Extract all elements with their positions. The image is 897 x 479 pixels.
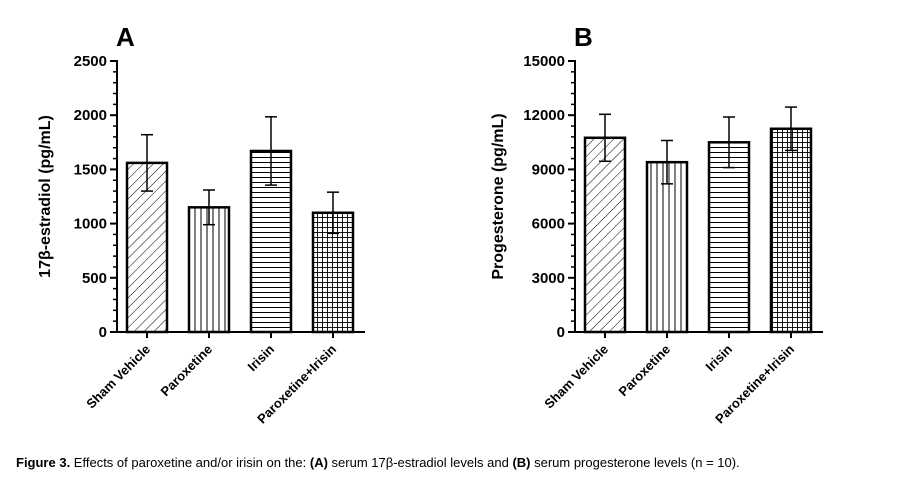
panel-a-tick-label: 1000 [74,216,107,233]
panel-b-letter: B [574,22,593,52]
panel-b-tick-label: 12000 [523,107,565,124]
figure-caption: Figure 3. Effects of paroxetine and/or i… [16,455,740,470]
panel-a-category-label: Paroxetine [158,342,216,400]
panel-a-y-axis-label: 17β-estradiol (pg/mL) [37,115,54,278]
caption-text-2: serum 17β-estradiol levels and [327,455,513,470]
caption-text-1: Effects of paroxetine and/or irisin on t… [70,455,310,470]
panel-b-bar [707,141,751,334]
caption-figure-label: Figure 3. [16,455,71,470]
panel-a-letter: A [116,22,135,52]
panel-b-bar [645,160,689,334]
panel-b-tick-label: 0 [557,324,565,341]
panel-a-category-label: Sham Vehicle [83,342,153,412]
panel-b-bar [769,127,813,334]
panel-b: B Progesterone (pg/mL) 0 3000 6000 9000 12000 1… [490,22,823,426]
panel-b-tick-label: 6000 [532,216,565,233]
caption-text-3: serum progesterone levels (n = 10). [530,455,740,470]
panel-a: A 17β-estradiol (pg/mL) 0 500 1000 1500 2000 25… [37,22,365,426]
panel-b-category-label: Paroxetine [616,342,674,400]
caption-label-b: (B) [512,455,531,470]
panel-b-tick-label: 3000 [532,270,565,287]
panel-b-y-axis-label: Progesterone (pg/mL) [490,113,507,279]
panel-a-bar [187,206,231,334]
panel-a-tick-label: 2500 [74,53,107,70]
panel-b-category-label: Sham Vehicle [541,342,611,412]
panel-a-tick-label: 2000 [74,107,107,124]
panel-a-category-label: Irisin [245,341,278,374]
figure: A 17β-estradiol (pg/mL) 0 500 1000 1500 2000 25… [37,22,823,426]
panel-a-tick-label: 0 [99,324,107,341]
panel-b-tick-label: 9000 [532,161,565,178]
panel-a-tick-label: 500 [82,270,107,287]
caption-label-a: (A) [309,455,328,470]
panel-b-bar [583,136,627,334]
panel-b-category-label: Irisin [703,341,736,374]
panel-a-tick-label: 1500 [74,161,107,178]
panel-b-tick-label: 15000 [523,53,565,70]
